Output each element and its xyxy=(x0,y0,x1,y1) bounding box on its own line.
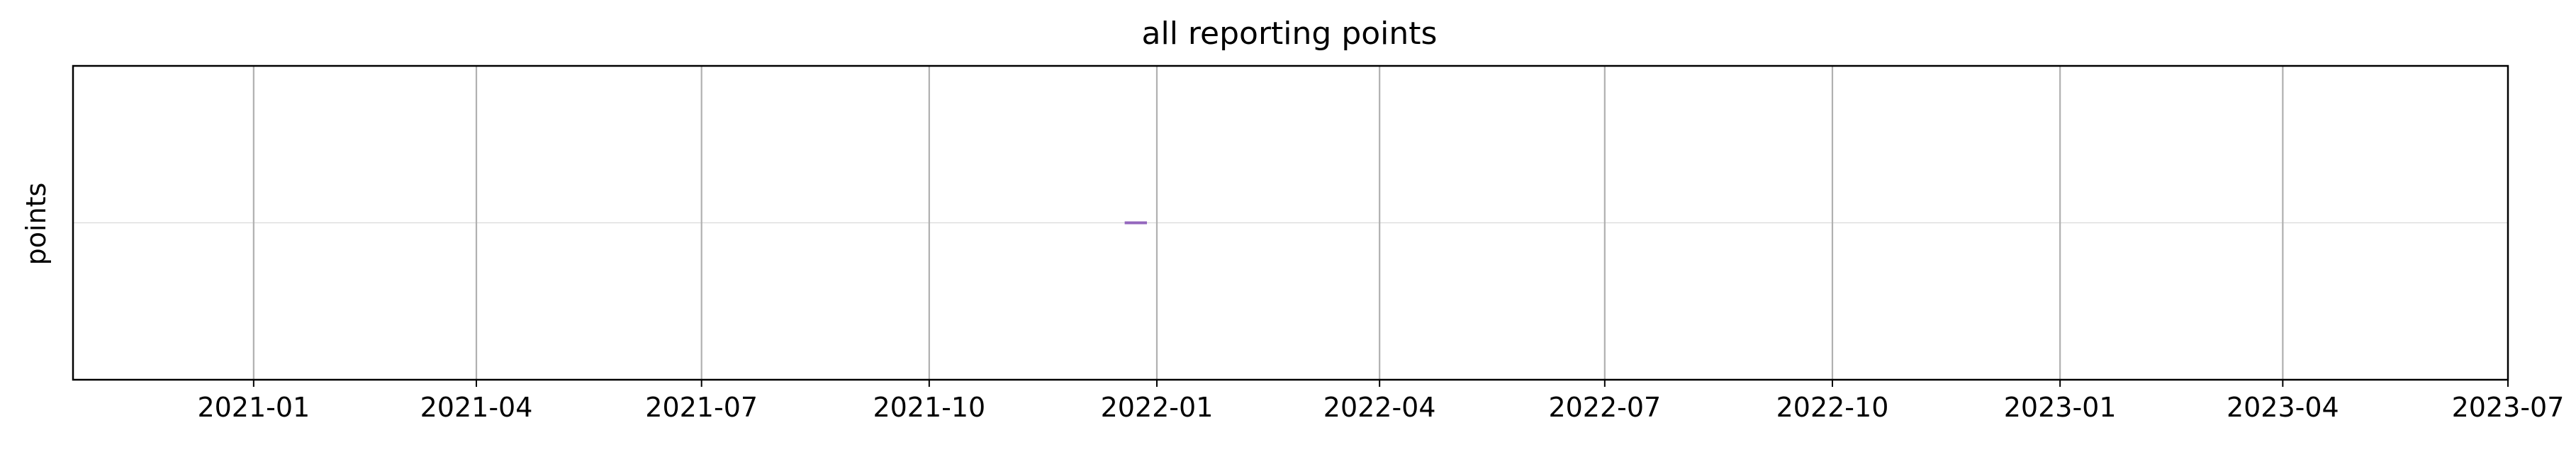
x-tick-label: 2022-07 xyxy=(1548,392,1661,423)
x-tick-label: 2022-10 xyxy=(1776,392,1889,423)
x-axis-ticks: 2021-01 2021-04 2021-07 2021-10 2022-01 2022-… xyxy=(197,380,2564,423)
x-tick-label: 2023-04 xyxy=(2227,392,2339,423)
x-tick-label: 2023-07 xyxy=(2452,392,2565,423)
plot-frame xyxy=(72,64,2509,381)
x-tick-label: 2023-01 xyxy=(2004,392,2117,423)
x-tick-label: 2022-04 xyxy=(1323,392,1436,423)
grid-lines xyxy=(73,66,2508,380)
x-tick-label: 2021-01 xyxy=(197,392,310,423)
y-axis-label: points xyxy=(21,183,52,266)
x-tick-label: 2021-10 xyxy=(873,392,985,423)
x-tick-label: 2021-04 xyxy=(420,392,533,423)
x-tick-label: 2022-01 xyxy=(1101,392,1214,423)
chart-title: all reporting points xyxy=(1142,16,1438,52)
x-tick-label: 2021-07 xyxy=(645,392,758,423)
